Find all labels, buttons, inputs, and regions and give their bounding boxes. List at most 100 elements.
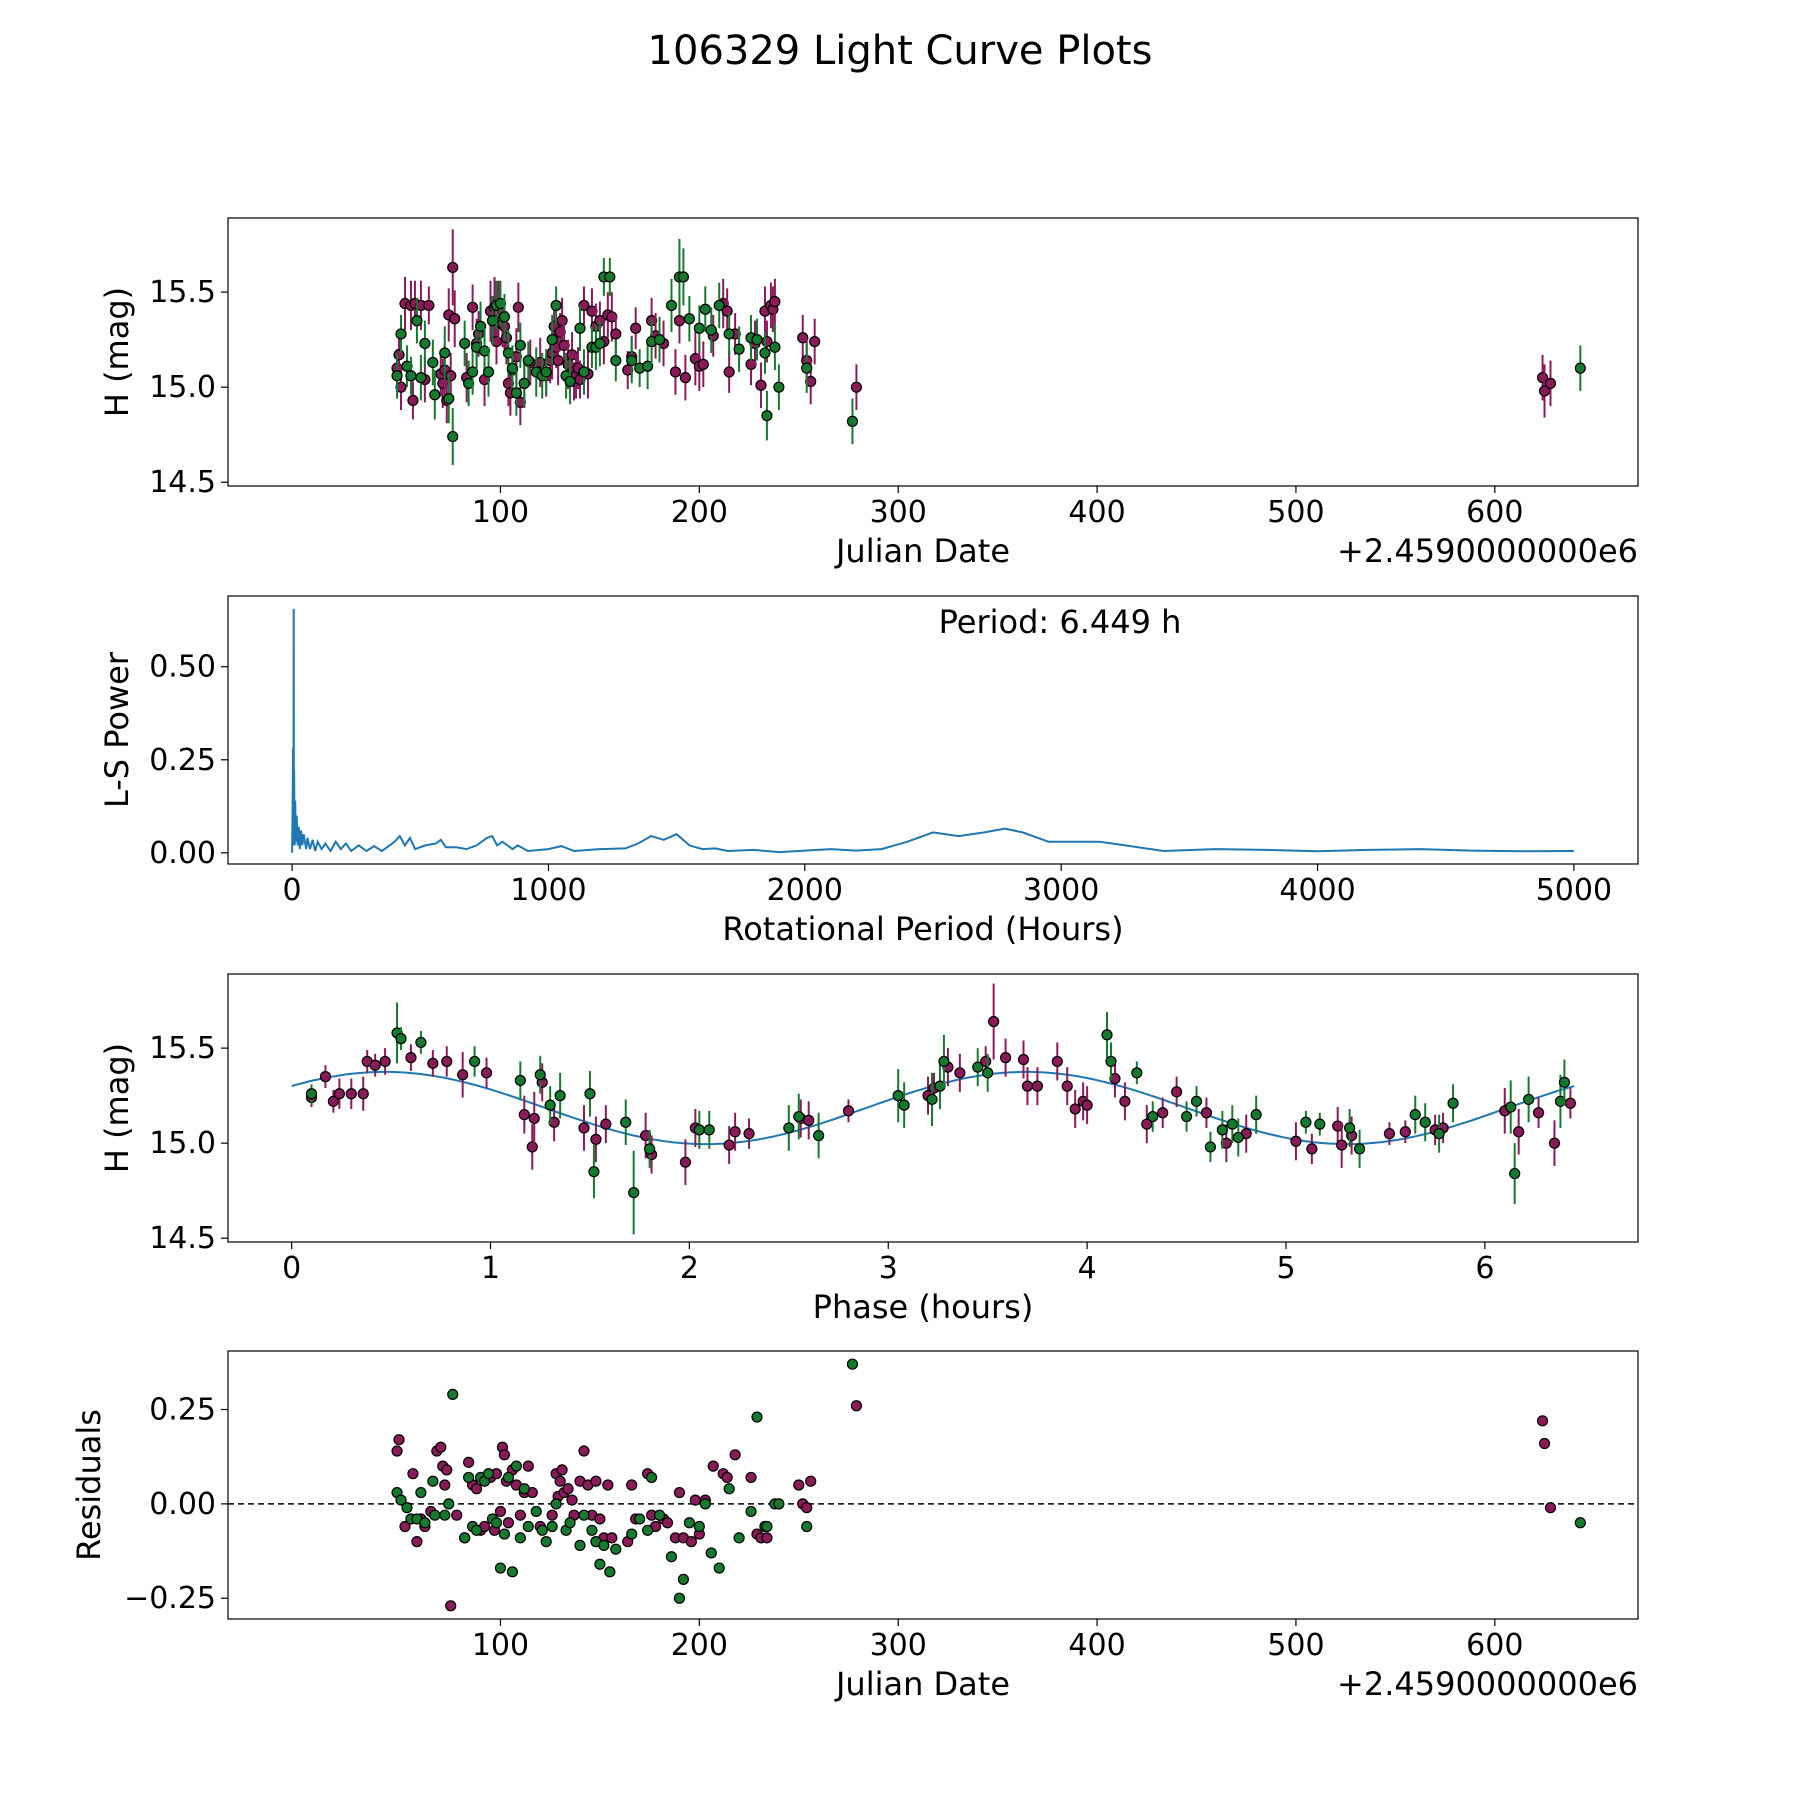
data-point-green: [677, 271, 690, 283]
data-point-magenta: [435, 1441, 447, 1453]
data-point-green: [401, 360, 413, 372]
data-point-green: [546, 334, 558, 346]
data-point-green: [745, 1505, 757, 1518]
x-tick-label: 4: [1078, 1251, 1097, 1286]
light-curve-panel: 100 200 300 400 500 600 14.5 15.0 15.5 Julian Dat…: [98, 217, 1639, 570]
data-point-green: [419, 1517, 431, 1529]
data-point-green: [1232, 1131, 1244, 1144]
y-tick-label: 0.00: [149, 1487, 216, 1522]
x-tick-label: 100: [472, 495, 529, 530]
data-point-magenta: [954, 1067, 966, 1079]
x-tick-label: 5: [1276, 1251, 1295, 1286]
y-tick-label: 14.5: [149, 1221, 216, 1256]
x-tick-label: 1: [481, 1251, 500, 1286]
data-point-green: [705, 1547, 717, 1559]
x-tick-label: 400: [1068, 1628, 1125, 1663]
data-point-green: [514, 339, 526, 351]
data-point-green: [506, 1566, 518, 1578]
x-tick-label: 0: [282, 1251, 301, 1286]
data-point-magenta: [500, 332, 513, 344]
data-point-green: [604, 1566, 616, 1578]
data-point-green: [459, 1532, 471, 1544]
data-point-green: [610, 1543, 622, 1555]
x-tick-label: 0: [283, 873, 302, 908]
data-point-magenta: [411, 1536, 423, 1548]
data-point-magenta: [689, 1494, 701, 1506]
periodogram-panel: 0 1000 2000 3000 4000 5000 0.00 0.25 0.50 Rotatio…: [98, 595, 1639, 948]
data-point-green: [898, 1099, 910, 1111]
data-point-green: [683, 1517, 695, 1529]
data-point-green: [518, 377, 530, 389]
data-point-magenta: [606, 1532, 618, 1544]
data-point-magenta: [345, 1088, 357, 1100]
data-point-green: [1574, 362, 1586, 374]
data-point-green: [938, 1055, 950, 1068]
data-point-green: [773, 1498, 785, 1510]
data-point-green: [1204, 1141, 1217, 1153]
data-point-magenta: [1200, 1107, 1213, 1119]
x-tick-label: 3: [879, 1251, 898, 1286]
data-point-magenta: [805, 1475, 817, 1487]
data-point-green: [522, 354, 534, 367]
data-point-green: [1574, 1517, 1586, 1529]
x-tick-label: 600: [1466, 495, 1523, 530]
data-point-magenta: [548, 1116, 560, 1128]
data-point-green: [773, 381, 785, 393]
data-point-green: [494, 297, 507, 310]
data-point-magenta: [514, 396, 526, 408]
data-point-green: [518, 1483, 530, 1495]
data-point-green: [628, 1186, 640, 1199]
ls-plot-area: [291, 608, 1574, 854]
data-point-green: [793, 1110, 805, 1123]
data-point-green: [972, 1061, 984, 1073]
data-point-magenta: [1399, 1126, 1411, 1138]
data-point-green: [401, 1502, 413, 1514]
data-point-magenta: [1383, 1128, 1396, 1140]
data-point-magenta: [685, 1536, 697, 1548]
data-point-green: [482, 1468, 495, 1480]
data-point-green: [467, 366, 479, 378]
data-point-magenta: [1532, 1107, 1545, 1119]
data-point-magenta: [999, 1052, 1012, 1064]
data-point-green: [1105, 1055, 1117, 1068]
ls-axes-frame: [227, 595, 1639, 865]
ls-x-axis-label: Rotational Period (Hours): [722, 910, 1123, 948]
data-point-green: [510, 1460, 522, 1472]
data-point-magenta: [467, 301, 479, 313]
data-point-green: [395, 1494, 407, 1506]
res-y-axis-label: Residuals: [70, 1409, 108, 1561]
data-point-magenta: [528, 1112, 540, 1125]
data-point-magenta: [578, 299, 590, 312]
data-point-green: [693, 1124, 705, 1136]
y-tick-label: 15.0: [149, 370, 216, 405]
x-offset-label: +2.4590000000e6: [1337, 532, 1638, 570]
data-point-magenta: [357, 1088, 369, 1100]
lc-axes-frame: [227, 217, 1639, 487]
data-point-magenta: [1081, 1099, 1093, 1111]
data-point-green: [411, 315, 423, 327]
x-tick-label: 500: [1267, 1628, 1324, 1663]
data-point-magenta: [441, 1055, 453, 1068]
data-point-magenta: [393, 349, 405, 361]
data-point-green: [578, 366, 590, 378]
data-point-magenta: [319, 1071, 332, 1083]
data-point-green: [1216, 1124, 1228, 1136]
data-point-magenta: [556, 315, 568, 327]
data-point-magenta: [449, 313, 461, 325]
data-point-green: [604, 271, 616, 283]
data-point-green: [769, 341, 781, 353]
data-point-green: [677, 1573, 690, 1585]
data-point-magenta: [697, 358, 709, 370]
data-point-green: [415, 372, 427, 384]
data-point-green: [1523, 1093, 1535, 1106]
data-point-magenta: [498, 1449, 511, 1461]
data-point-green: [594, 337, 606, 350]
data-point-magenta: [1538, 1437, 1551, 1450]
data-point-magenta: [988, 1015, 1000, 1028]
data-point-green: [588, 1166, 600, 1178]
data-point-green: [1226, 1118, 1238, 1130]
data-point-magenta: [407, 394, 419, 407]
data-point-green: [470, 1524, 483, 1536]
y-tick-label: 0.25: [149, 1393, 216, 1428]
data-point-green: [546, 1520, 558, 1533]
